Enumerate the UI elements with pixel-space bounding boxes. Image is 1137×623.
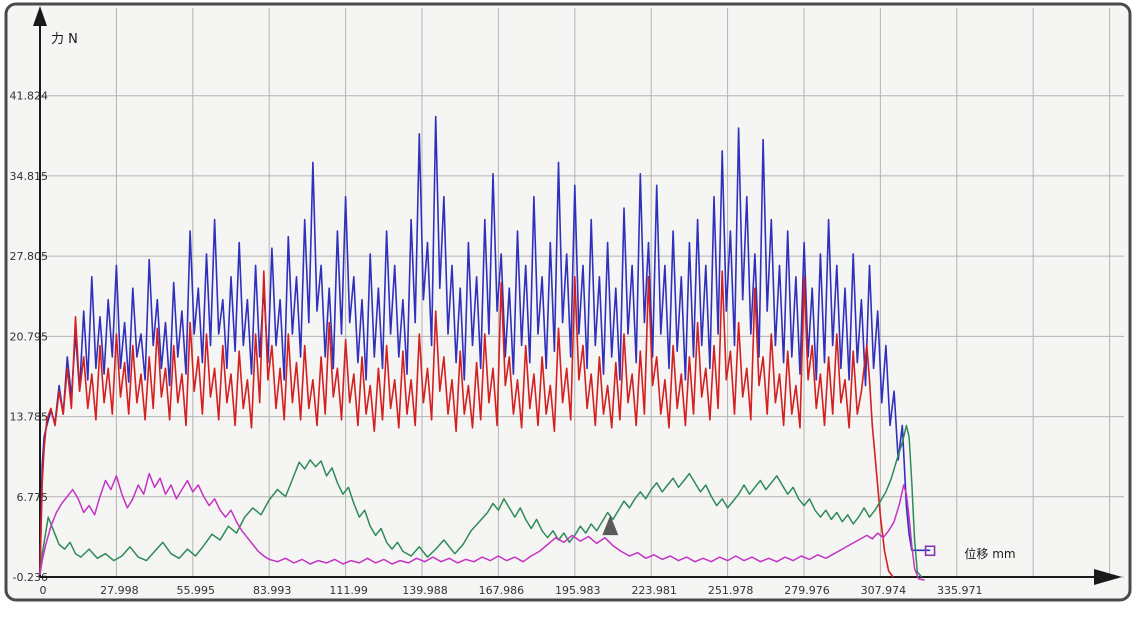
- x-tick-label: 167.986: [479, 584, 525, 597]
- x-axis-arrow-icon: [1094, 569, 1122, 585]
- x-tick-label: 223.981: [631, 584, 677, 597]
- y-tick-label: 34.815: [10, 170, 49, 183]
- force-curve-magenta-line: [39, 472, 925, 581]
- end-square-marker: [924, 545, 936, 557]
- y-tick-label: 27.805: [10, 250, 49, 263]
- force-curve-red-line: [39, 270, 894, 578]
- y-axis-arrow-icon: [33, 6, 47, 26]
- force-curve-blue-line: [39, 115, 931, 576]
- x-tick-label: 83.993: [253, 584, 292, 597]
- force-curve-green-line: [39, 424, 923, 578]
- x-tick-label: 307.974: [861, 584, 907, 597]
- x-tick-label: 139.988: [402, 584, 448, 597]
- y-tick-label: 6.775: [17, 491, 49, 504]
- y-tick-label: 41.824: [10, 90, 49, 103]
- x-tick-label: 279.976: [784, 584, 830, 597]
- x-tick-label: 195.983: [555, 584, 601, 597]
- x-tick-label: 111.99: [329, 584, 368, 597]
- x-axis-title: 位移 mm: [964, 546, 1015, 561]
- x-tick-label: 0: [40, 584, 47, 597]
- y-tick-label: 20.795: [10, 330, 49, 343]
- x-tick-label: 251.978: [708, 584, 754, 597]
- x-tick-label: 55.995: [177, 584, 216, 597]
- cursor-triangle-marker: [602, 515, 619, 536]
- y-tick-label: 13.785: [10, 411, 49, 424]
- x-tick-label: 27.998: [100, 584, 139, 597]
- y-axis-title: 力 N: [51, 32, 78, 47]
- x-tick-label: 335.971: [937, 584, 983, 597]
